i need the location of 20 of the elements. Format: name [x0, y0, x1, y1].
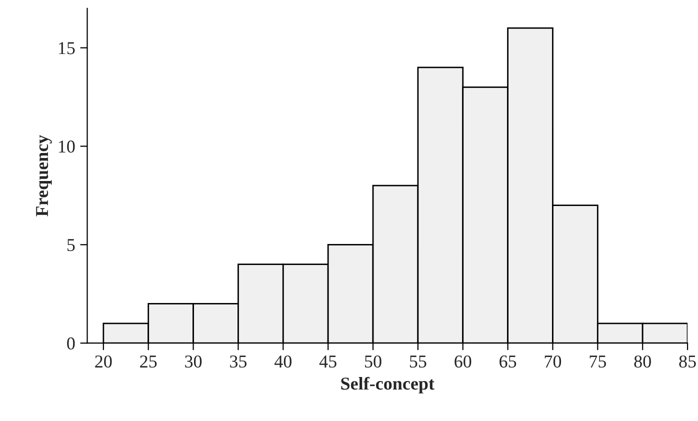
x-axis-title: Self-concept: [341, 376, 434, 394]
y-tick-label: 0: [67, 337, 75, 350]
x-tick-label: 55: [410, 356, 426, 368]
x-tick-label: 35: [230, 355, 247, 368]
x-tick-label: 50: [365, 355, 382, 368]
x-tick-label: 75: [590, 356, 606, 368]
y-tick-label: 10: [58, 140, 75, 153]
x-tick-label: 20: [95, 355, 112, 368]
y-tick-label: 5: [67, 239, 75, 252]
x-tick-label: 45: [319, 356, 336, 368]
y-tick-label: 15: [58, 42, 75, 54]
x-tick-label: 65: [500, 355, 516, 368]
x-tick-label: 40: [274, 355, 292, 368]
x-tick-label: 25: [140, 355, 157, 368]
x-tick-label: 70: [544, 355, 562, 368]
x-tick-label: 60: [454, 355, 472, 368]
x-tick-label: 30: [185, 355, 202, 368]
x-tick-label: 85: [679, 355, 696, 368]
y-axis-title: Frequency: [36, 134, 52, 216]
x-tick-label: 80: [634, 355, 651, 368]
